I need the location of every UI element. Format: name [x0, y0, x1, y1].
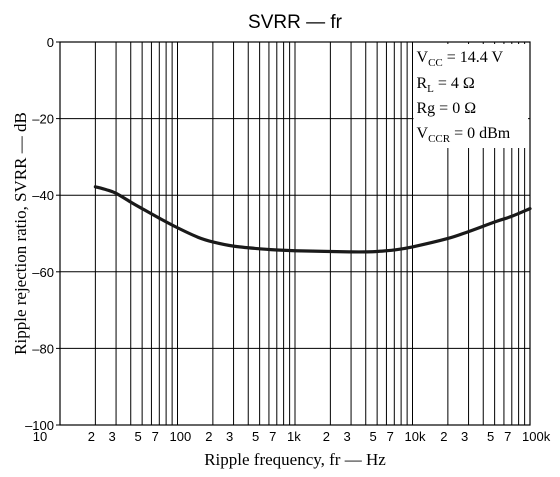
- x-tick-label: 3: [226, 429, 233, 444]
- x-tick-label: 100: [170, 429, 192, 444]
- y-tick-label: 0: [47, 35, 54, 50]
- x-tick-label: 7: [504, 429, 511, 444]
- x-tick-label: 1k: [287, 429, 301, 444]
- condition-line: VCCR = 0 dBm: [417, 125, 511, 145]
- conditions-background: [413, 44, 528, 148]
- y-tick-label: –60: [32, 265, 54, 280]
- x-tick-label: 5: [135, 429, 142, 444]
- x-tick-labels: 10 2 3 5 7 100 2 3 5 7 1k 2 3 5 7 10k 2 3 5 7 100k: [33, 429, 551, 444]
- x-tick-label: 10: [33, 429, 47, 444]
- x-tick-label: 2: [205, 429, 212, 444]
- x-tick-label: 2: [88, 429, 95, 444]
- x-tick-label: 3: [108, 429, 115, 444]
- y-tick-label: –40: [32, 188, 54, 203]
- x-tick-label: 2: [440, 429, 447, 444]
- x-tick-label: 7: [152, 429, 159, 444]
- condition-line: VCC = 14.4 V: [417, 49, 504, 69]
- x-tick-label: 5: [370, 429, 377, 444]
- conditions-annotation: VCC = 14.4 V RL = 4 Ω Rg = 0 Ω VCCR = 0 dBm: [413, 44, 528, 148]
- x-tick-label: 7: [269, 429, 276, 444]
- x-tick-label: 10k: [405, 429, 426, 444]
- x-tick-label: 2: [323, 429, 330, 444]
- y-tick-label: –20: [32, 112, 54, 127]
- y-tick-label: –80: [32, 341, 54, 356]
- x-axis-label: Ripple frequency, fr — Hz: [204, 450, 386, 469]
- condition-line: Rg = 0 Ω: [417, 100, 477, 117]
- x-tick-label: 5: [252, 429, 259, 444]
- x-tick-label: 3: [343, 429, 350, 444]
- x-tick-label: 3: [461, 429, 468, 444]
- y-axis-label: Ripple rejection ratio, SVRR — dB: [11, 112, 30, 355]
- x-tick-label: 7: [387, 429, 394, 444]
- condition-line: RL = 4 Ω: [417, 75, 475, 95]
- x-tick-label: 5: [487, 429, 494, 444]
- grid-layer: [56, 41, 530, 426]
- svrr-series-line: [93, 185, 532, 254]
- x-tick-label: 100k: [522, 429, 551, 444]
- chart-title: SVRR — fr: [248, 12, 343, 33]
- y-tick-label: –100: [25, 418, 54, 433]
- y-tick-labels: 0 –20 –40 –60 –80 –100: [25, 35, 54, 433]
- plot-frame: [59, 41, 531, 426]
